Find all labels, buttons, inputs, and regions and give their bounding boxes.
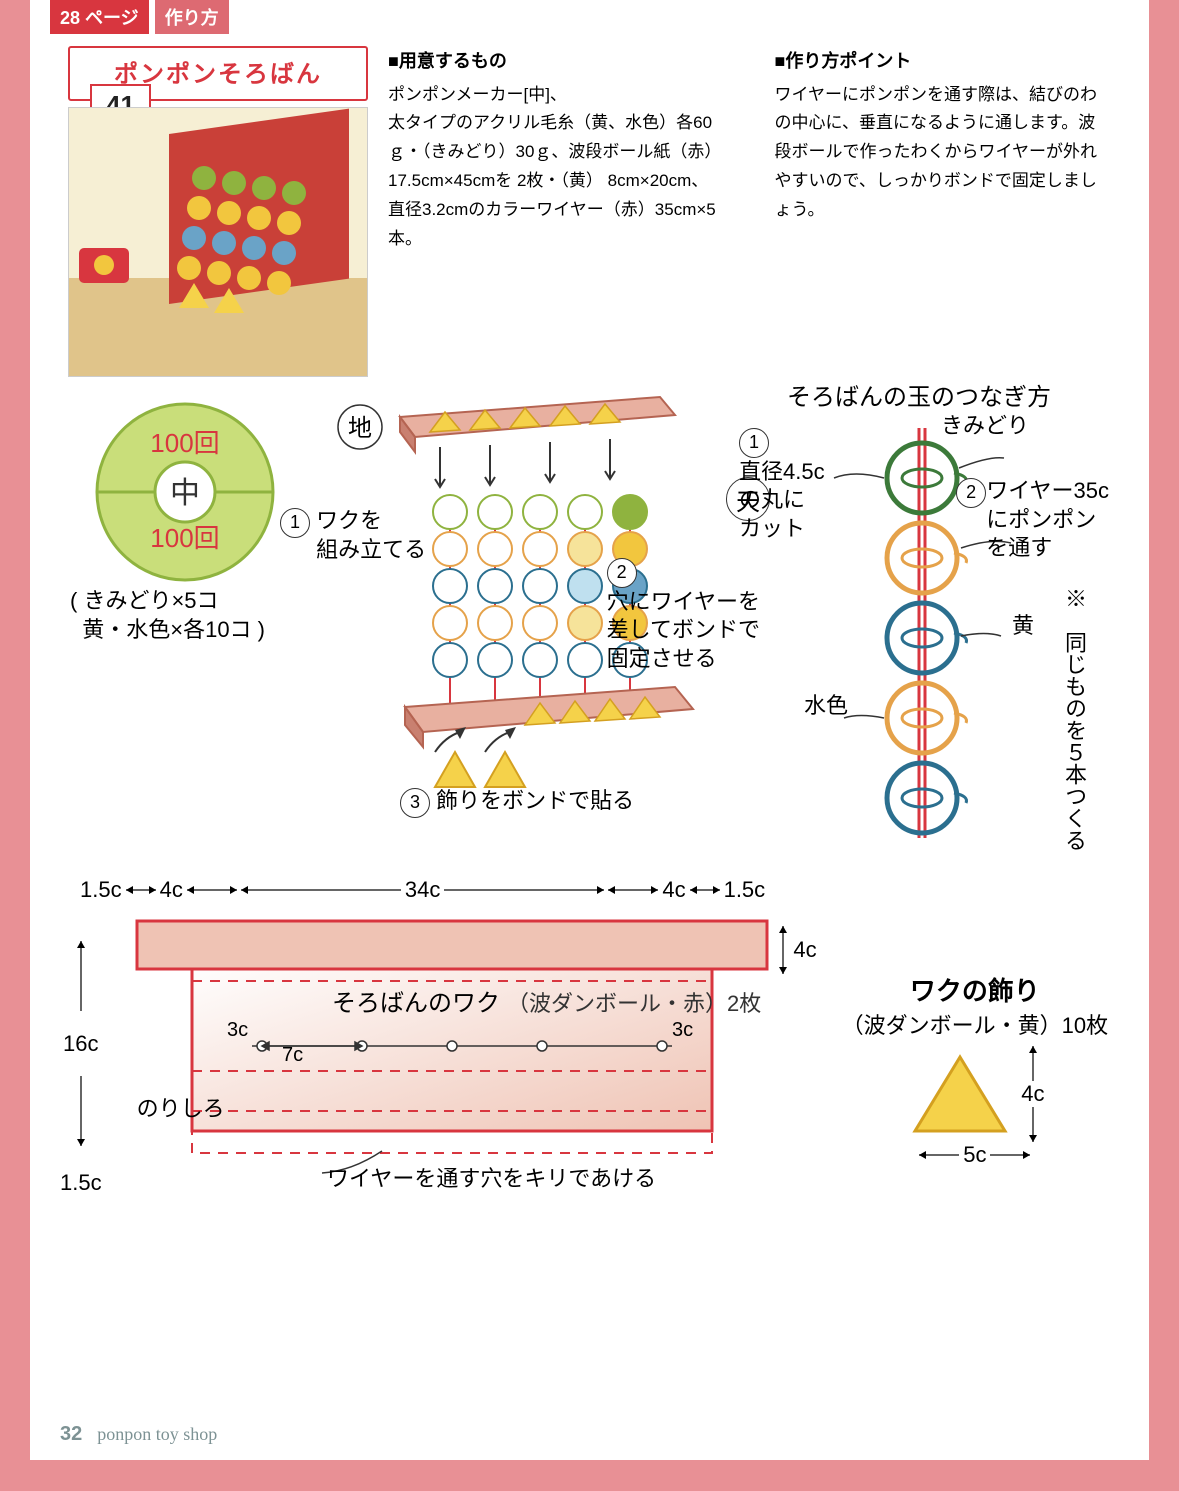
svg-text:7c: 7c <box>282 1044 303 1066</box>
disc-mid: 中 <box>170 477 200 510</box>
frame-drawing: 3c 7c 3c そろばんのワク （波ダンボール・赤）2枚 ワイヤーを通す穴をキ… <box>132 911 772 1196</box>
bead-stringing: そろばんの玉のつなぎ方 <box>729 377 1109 853</box>
bead-green-label: きみどり <box>941 412 1029 441</box>
points-body: ワイヤーにポンポンを通す際は、結びのわの中心に、垂直になるように通します。波段ボ… <box>775 81 1112 225</box>
step1-label: 1 ワクを 組み立てる <box>280 507 426 564</box>
svg-text:地: 地 <box>348 415 372 442</box>
assembly-diagrams: 100回 中 100回 ( きみどり×5コ 黄・水色×各10コ ) <box>50 397 1129 817</box>
description: ■用意するもの ポンポンメーカー[中]、 太タイプのアクリル毛糸（黄、水色）各6… <box>388 46 1111 377</box>
triangle-icon <box>905 1049 1015 1139</box>
make-tab: 作り方 <box>155 0 229 34</box>
frame-pattern-section: 16c 1.5c <box>50 911 1129 1196</box>
page-tabs: 28 ページ 作り方 <box>50 0 1129 34</box>
beads-title: そろばんの玉のつなぎ方 <box>729 377 1109 412</box>
bead-yellow-label: 黄 <box>1012 612 1034 641</box>
svg-text:ワイヤーを通す穴をキリであける: ワイヤーを通す穴をキリであける <box>327 1166 656 1191</box>
materials-heading: ■用意するもの <box>388 46 725 77</box>
svg-text:3c: 3c <box>672 1019 693 1041</box>
pompon-maker-disc: 100回 中 100回 <box>90 397 280 592</box>
bead-n1: 1直径4.5c の丸に カット <box>739 427 825 543</box>
deco-paren: （波ダンボール・黄）10枚 <box>842 1008 1108 1040</box>
bead-note: ※ 同じものを５本つくる <box>1058 587 1089 851</box>
disc-caption: ( きみどり×5コ 黄・水色×各10コ ) <box>70 587 265 644</box>
frame-label: そろばんのワク <box>332 990 500 1017</box>
frame-height: 16c <box>63 1031 98 1057</box>
frame-bottom: 1.5c <box>60 1170 102 1196</box>
project-photo <box>68 107 368 377</box>
frame-top-h: 4c <box>773 926 816 974</box>
project-header: ポンポンそろばん 41 <box>68 46 368 377</box>
bead-n2: 2ワイヤー35c にポンポン を通す <box>956 477 1109 563</box>
points-heading: ■作り方ポイント <box>775 46 1112 77</box>
deco-title: ワクの飾り <box>842 971 1108 1008</box>
step3-label: 3 飾りをボンドで貼る <box>400 787 634 818</box>
triangle-decoration: ワクの飾り （波ダンボール・黄）10枚 4c 5c <box>842 971 1108 1196</box>
footer-page-number: 32 <box>60 1423 82 1445</box>
craft-page: 28 ページ 作り方 ポンポンそろばん 41 <box>30 0 1149 1460</box>
glue-label: のりしろ <box>137 1091 225 1123</box>
materials-body: ポンポンメーカー[中]、 太タイプのアクリル毛糸（黄、水色）各60ｇ・（きみどり… <box>388 81 725 254</box>
disc-top: 100回 <box>150 428 219 458</box>
page-footer: 32 ponpon toy shop <box>60 1423 217 1446</box>
disc-bot: 100回 <box>150 523 219 553</box>
assembly-drawing: 地 <box>320 387 740 812</box>
svg-text:（波ダンボール・赤）2枚: （波ダンボール・赤）2枚 <box>507 991 761 1016</box>
bead-blue-label: 水色 <box>804 692 848 721</box>
svg-text:3c: 3c <box>227 1019 248 1041</box>
page-ref-tab: 28 ページ <box>50 0 149 34</box>
footer-shop: ponpon toy shop <box>97 1424 217 1444</box>
project-title-frame: ポンポンそろばん 41 <box>68 46 368 101</box>
frame-dimensions: 1.5c 4c 34c 4c 1.5c <box>50 877 1129 903</box>
